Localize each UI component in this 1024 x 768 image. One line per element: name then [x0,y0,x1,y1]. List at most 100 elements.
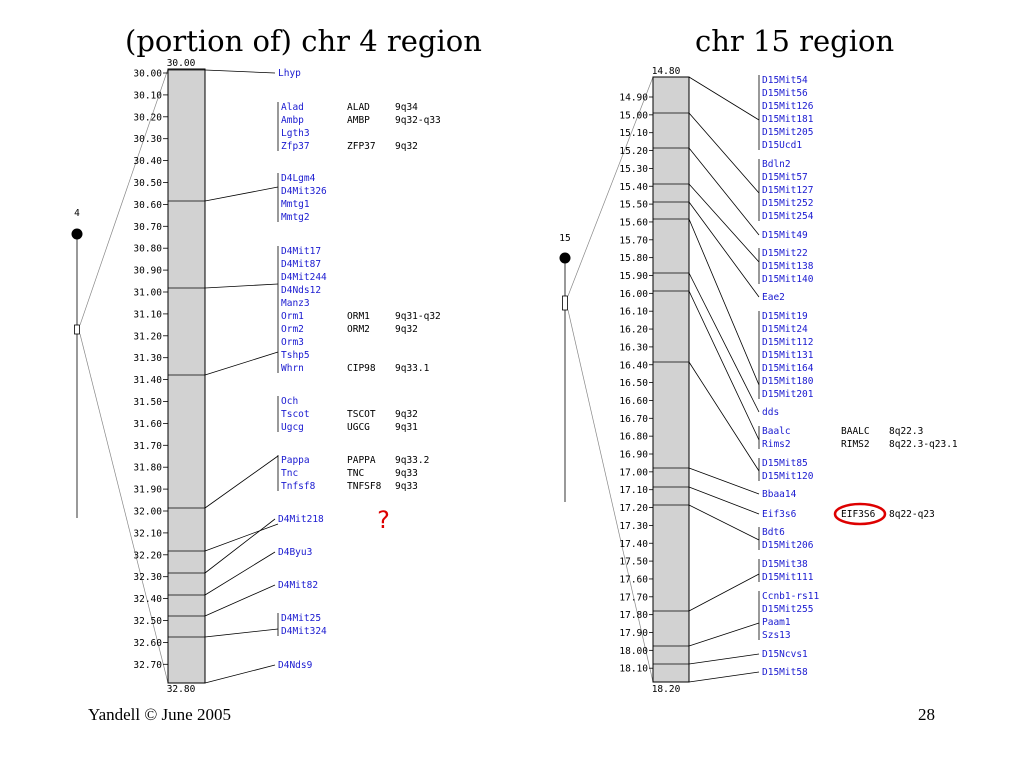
chr15-marker-labels: D15Mit54 D15Mit56 D15Mit126 D15Mit181 D15Mit… [762,75,958,678]
locus-connector [688,147,760,236]
marker-label: D15Mit181 [762,114,814,125]
human-ortholog: EIF3S6 [841,509,876,520]
marker-label: D15Mit206 [762,540,814,551]
marker-label: Paam1 [762,617,791,628]
tick-label: 30.40 [133,156,162,167]
chr4-zoom-guide-bottom [79,333,169,684]
tick-label: 16.30 [619,342,648,353]
tick-label: 32.70 [133,660,162,671]
tick-label: 31.10 [133,309,162,320]
marker-label: Tnfsf8 [281,481,316,492]
human-ortholog: ZFP37 [347,141,376,152]
tick-label: 32.50 [133,616,162,627]
marker-label: Tshp5 [281,350,310,361]
marker-label: Bdt6 [762,527,785,538]
tick-label: 16.60 [619,396,648,407]
locus-connector [204,351,279,376]
marker-label: Lhyp [278,68,301,79]
marker-label: D4Mit324 [281,626,327,637]
marker-label: D4Mit218 [278,514,324,525]
tick-label: 30.80 [133,244,162,255]
marker-label: D15Mit56 [762,88,808,99]
chr4-marker-labels: Lhyp Alad ALAD 9q34 Ambp AMBP 9q32-q33 Lgth3 Zfp… [278,68,441,671]
chr4-overview-label: 4 [74,208,80,219]
marker-label: D15Mit126 [762,101,814,112]
locus-connector [204,523,279,552]
tick-label: 15.30 [619,164,648,175]
human-ortholog: ORM1 [347,311,370,322]
locus-connector [688,467,760,495]
locus-connector [688,504,760,541]
marker-label: Bbaa14 [762,489,797,500]
chr15-tick-labels: 14.90 15.00 15.10 15.20 15.30 15.40 15.50 15.60… [619,93,653,675]
tick-label: 31.60 [133,419,162,430]
human-ortholog: ALAD [347,102,370,113]
chr4-range-bottom: 32.80 [167,684,196,695]
marker-label: Baalc [762,426,791,437]
marker-label: D15Mit180 [762,376,814,387]
marker-label: D15Mit252 [762,198,813,209]
tick-label: 16.20 [619,325,648,336]
tick-label: 16.00 [619,289,648,300]
tick-label: 31.30 [133,353,162,364]
tick-label: 15.90 [619,271,648,282]
locus-connector [204,455,279,509]
tick-label: 16.50 [619,378,648,389]
tick-label: 16.10 [619,307,648,318]
tick-label: 30.30 [133,134,162,145]
locus-connector [688,201,760,298]
tick-label: 31.20 [133,331,162,342]
marker-label: D4Mit25 [281,613,321,624]
tick-label: 32.20 [133,550,162,561]
highlight-ellipse [833,502,887,526]
marker-label: Szs13 [762,630,791,641]
marker-label: D15Mit205 [762,127,813,138]
tick-label: 17.80 [619,610,648,621]
marker-label: D15Mit22 [762,248,808,259]
marker-label: Rims2 [762,439,791,450]
cytoband: 8q22-q23 [889,509,935,520]
cytoband: 9q33.1 [395,363,430,374]
chr4-zoom-guide-top [79,68,169,326]
footer-author: Yandell © June 2005 [88,705,231,724]
tick-label: 17.10 [619,485,648,496]
cytoband: 9q31 [395,422,418,433]
tick-label: 31.40 [133,375,162,386]
tick-label: 16.40 [619,360,648,371]
marker-label: D15Mit138 [762,261,814,272]
chr4-range-top: 30.00 [167,58,196,69]
marker-label: Ambp [281,115,304,126]
tick-label: 30.70 [133,222,162,233]
chr15-zoom-guide-top [567,76,654,297]
cytoband: 8q22.3 [889,426,923,437]
locus-connector [204,664,276,684]
cytoband: 9q32 [395,409,418,420]
tick-label: 15.50 [619,200,648,211]
tick-label: 17.90 [619,628,648,639]
tick-label: 15.80 [619,253,648,264]
marker-label: dds [762,407,779,418]
marker-label: D15Mit131 [762,350,814,361]
marker-label: D4Mit244 [281,272,327,283]
human-ortholog: UGCG [347,422,370,433]
locus-connector [688,671,760,683]
marker-label: D15Ucd1 [762,140,802,151]
tick-label: 15.20 [619,146,648,157]
locus-connector [688,218,760,386]
marker-label: D15Mit255 [762,604,813,615]
tick-label: 31.70 [133,441,162,452]
marker-label: Bdln2 [762,159,791,170]
locus-connector [204,518,276,574]
footer-page-number: 28 [918,705,935,724]
human-ortholog: PAPPA [347,455,376,466]
locus-connector [688,76,760,121]
chr15-zoomed-chromosome [652,76,690,683]
marker-label: D4Byu3 [278,547,312,558]
chr4-zoomed-chromosome [167,68,206,684]
marker-label: D15Mit49 [762,230,808,241]
tick-label: 30.20 [133,112,162,123]
human-ortholog: CIP98 [347,363,376,374]
locus-connector [204,628,279,638]
marker-label: D15Mit112 [762,337,813,348]
chr15-region-box [562,295,568,311]
